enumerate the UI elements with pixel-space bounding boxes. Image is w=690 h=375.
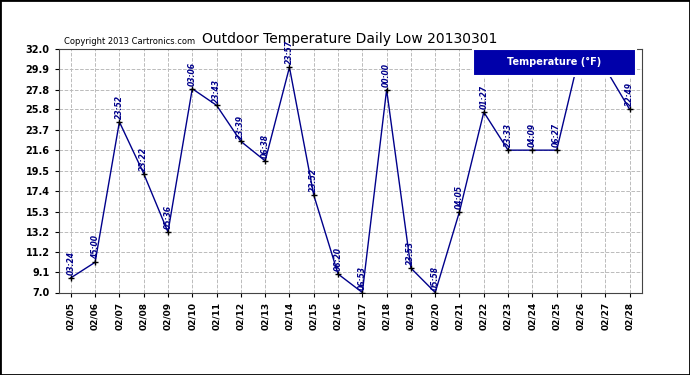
Text: 05:36: 05:36 xyxy=(164,205,172,229)
Text: 23:39: 23:39 xyxy=(237,115,246,139)
Text: 23:43: 23:43 xyxy=(212,78,221,102)
Text: 23:57: 23:57 xyxy=(285,40,294,64)
Text: 23:52: 23:52 xyxy=(115,95,124,119)
Text: 01:27: 01:27 xyxy=(480,86,489,109)
Text: 06:20: 06:20 xyxy=(333,247,342,271)
Text: 23:52: 23:52 xyxy=(309,168,318,192)
Text: 04:05: 04:05 xyxy=(455,185,464,209)
FancyBboxPatch shape xyxy=(473,49,636,76)
Text: 23:53: 23:53 xyxy=(406,242,415,266)
Text: 07:..: 07:.. xyxy=(601,46,610,66)
Text: 06:53: 06:53 xyxy=(358,266,367,290)
Text: Copyright 2013 Cartronics.com: Copyright 2013 Cartronics.com xyxy=(64,38,195,46)
Text: 45:00: 45:00 xyxy=(90,236,99,260)
Text: 03:24: 03:24 xyxy=(66,251,75,275)
Text: 06:38: 06:38 xyxy=(261,134,270,158)
Text: 04:09: 04:09 xyxy=(528,123,537,147)
Text: 23:33: 23:33 xyxy=(504,123,513,147)
Text: 06:27: 06:27 xyxy=(552,123,561,147)
Title: Outdoor Temperature Daily Low 20130301: Outdoor Temperature Daily Low 20130301 xyxy=(202,32,498,46)
Text: 23:22: 23:22 xyxy=(139,147,148,171)
Text: 00:00: 00:00 xyxy=(382,63,391,87)
Text: 05:58: 05:58 xyxy=(431,266,440,290)
Text: Temperature (°F): Temperature (°F) xyxy=(507,57,602,67)
Text: 03:06: 03:06 xyxy=(188,62,197,86)
Text: 22:49: 22:49 xyxy=(625,82,634,106)
